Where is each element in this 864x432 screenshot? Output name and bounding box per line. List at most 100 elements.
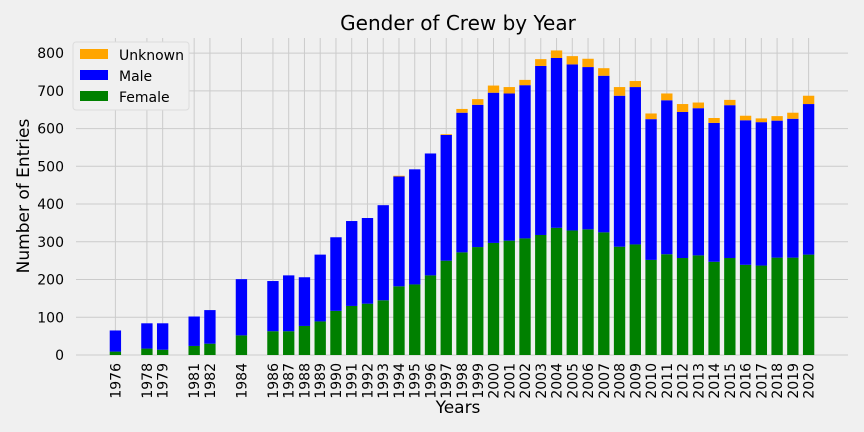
x-tick-label: 2002 xyxy=(518,363,534,399)
x-tick-label: 2018 xyxy=(770,363,786,399)
x-tick-label: 1989 xyxy=(313,363,329,399)
y-axis-ticks: 0 100 200 300 400 500 600 700 800 xyxy=(37,46,64,364)
bars xyxy=(109,50,815,355)
bar-male xyxy=(188,316,200,346)
legend-swatch-unknown xyxy=(80,49,108,59)
bar-female xyxy=(314,321,326,355)
legend-label-female: Female xyxy=(119,90,170,106)
bar-female xyxy=(550,227,563,355)
bar-female xyxy=(598,232,610,355)
bar-unknown xyxy=(645,113,657,120)
x-tick-label: 2000 xyxy=(487,363,503,399)
x-tick-label: 2006 xyxy=(581,363,597,399)
bar-male xyxy=(141,323,153,349)
bar-male xyxy=(283,275,295,332)
x-tick-label: 1982 xyxy=(203,363,219,399)
bar-male xyxy=(661,100,673,255)
bar-female xyxy=(267,331,279,355)
bar-unknown xyxy=(503,87,515,94)
x-tick-label: 2003 xyxy=(534,363,550,399)
x-tick-label: 1976 xyxy=(108,363,124,399)
bar-unknown xyxy=(519,79,531,86)
bar-male xyxy=(298,277,311,326)
bar-unknown xyxy=(802,95,815,105)
x-tick-label: 1999 xyxy=(471,363,487,399)
x-tick-label: 1987 xyxy=(282,363,298,399)
bar-female xyxy=(330,310,342,355)
bar-female xyxy=(535,234,547,355)
legend-swatch-female xyxy=(80,91,108,101)
bar-female xyxy=(755,265,768,355)
x-tick-label: 1986 xyxy=(266,363,282,399)
x-tick-label: 2019 xyxy=(786,363,802,399)
bar-male xyxy=(519,85,531,239)
bar-male xyxy=(802,104,815,255)
bar-male xyxy=(787,118,799,258)
bar-unknown xyxy=(724,99,736,106)
bar-male xyxy=(771,120,783,258)
bar-male xyxy=(456,112,468,253)
y-tick-label: 300 xyxy=(37,235,64,251)
bar-female xyxy=(771,257,783,355)
bar-male xyxy=(235,279,248,336)
bar-female xyxy=(361,303,374,355)
y-tick-label: 200 xyxy=(37,273,64,289)
bar-male xyxy=(204,310,216,344)
x-tick-label: 1998 xyxy=(455,363,471,399)
legend-swatch-male xyxy=(80,70,108,80)
bar-female xyxy=(692,255,704,355)
bar-unknown xyxy=(487,85,500,93)
bar-unknown xyxy=(535,59,547,66)
x-tick-label: 2008 xyxy=(613,363,629,399)
y-tick-label: 0 xyxy=(55,348,64,364)
bar-male xyxy=(424,153,437,276)
bar-male xyxy=(409,169,421,285)
bar-unknown xyxy=(661,93,673,101)
legend: Unknown Male Female xyxy=(72,41,190,111)
x-tick-label: 2016 xyxy=(739,363,755,399)
bar-female xyxy=(708,261,720,355)
bar-unknown xyxy=(456,108,468,113)
bar-unknown xyxy=(440,134,452,135)
bar-female xyxy=(519,238,531,355)
bar-unknown xyxy=(708,118,720,123)
bar-female xyxy=(629,244,641,355)
x-tick-label: 1996 xyxy=(423,363,439,399)
bar-unknown xyxy=(393,175,405,177)
y-tick-label: 400 xyxy=(37,197,64,213)
bar-female xyxy=(613,246,626,355)
bar-female xyxy=(393,286,405,355)
bar-male xyxy=(393,176,405,287)
bar-female xyxy=(424,275,437,355)
bar-male xyxy=(629,87,641,245)
bar-male xyxy=(566,64,578,231)
x-tick-label: 2013 xyxy=(691,363,707,399)
bar-female xyxy=(409,284,421,355)
bar-male xyxy=(582,67,594,230)
bar-female xyxy=(204,343,216,355)
legend-label-unknown: Unknown xyxy=(119,48,184,64)
bar-female xyxy=(661,254,673,355)
x-tick-label: 2012 xyxy=(676,363,692,399)
y-tick-label: 500 xyxy=(37,159,64,175)
x-tick-label: 2014 xyxy=(707,363,723,399)
bar-female xyxy=(503,240,515,355)
bar-male xyxy=(267,281,279,332)
x-tick-label: 1978 xyxy=(140,363,156,399)
bar-female xyxy=(724,258,736,355)
bar-male xyxy=(739,120,752,265)
bar-unknown xyxy=(582,58,594,68)
bar-unknown xyxy=(598,68,610,76)
bar-male xyxy=(377,205,389,301)
x-axis-label: Years xyxy=(435,398,481,418)
bar-female xyxy=(456,252,468,355)
bar-female xyxy=(141,348,153,355)
bar-unknown xyxy=(692,102,704,109)
bar-male xyxy=(724,105,736,259)
x-tick-label: 1988 xyxy=(297,363,313,399)
bar-male xyxy=(708,122,720,262)
x-tick-label: 2010 xyxy=(644,363,660,399)
bar-female xyxy=(566,230,578,355)
